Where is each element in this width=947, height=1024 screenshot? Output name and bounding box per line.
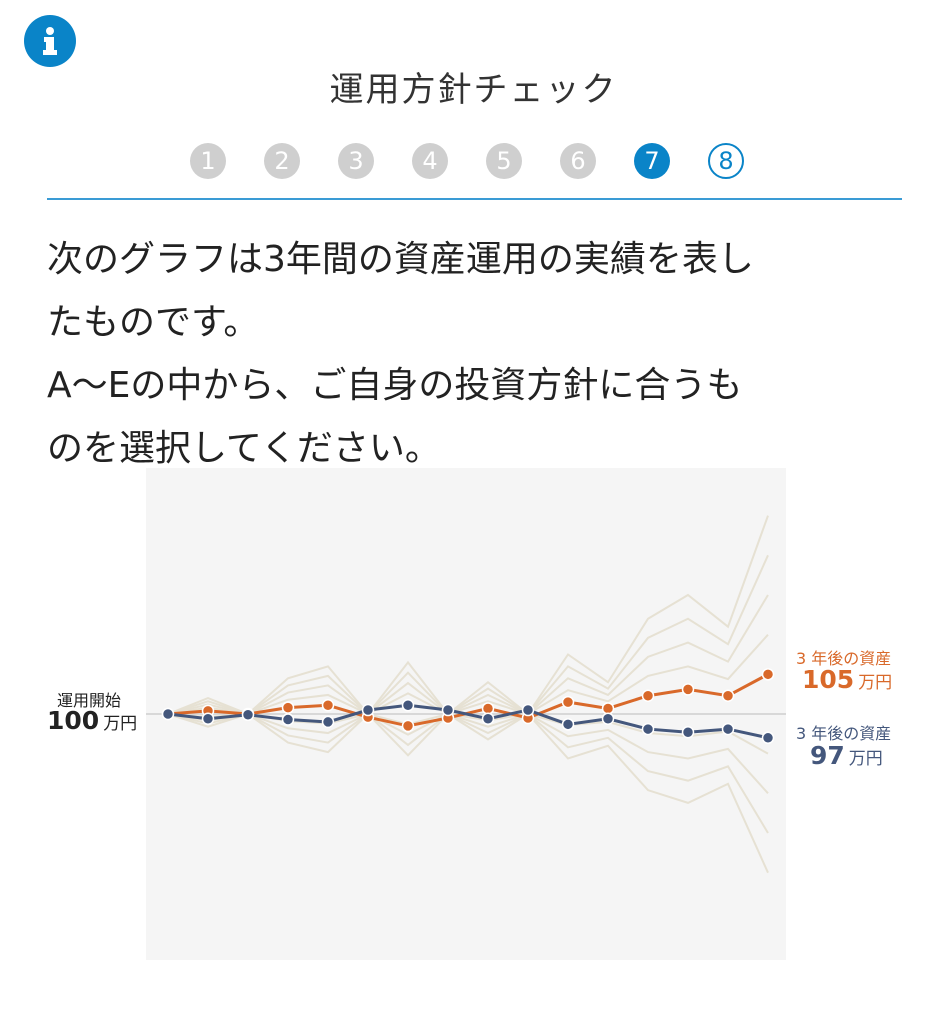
data-point [321,715,335,729]
data-point [481,712,495,726]
orange-end-caption: 3 年後の資産 [796,649,892,668]
start-unit: 万円 [103,714,138,734]
start-amount: 100 [47,706,100,735]
chart-area [146,468,786,960]
question-line: A〜Eの中から、ご自身の投資方針に合うも [47,365,743,406]
performance-chart [146,515,786,874]
blue-end-caption: 3 年後の資産 [796,724,892,743]
data-point [601,702,615,715]
page-title: 運用方針チェック [329,70,618,110]
background-line [167,712,769,834]
data-point [281,713,295,726]
orange-end-value: 105 万円 [802,665,892,694]
data-point [681,726,695,739]
data-point [441,703,455,717]
data-point [761,731,775,745]
data-point [401,719,415,733]
data-point [361,703,375,717]
start-value: 100 万円 [47,706,137,735]
step-4[interactable]: 4 [412,143,448,179]
data-point [281,701,295,714]
background-line [167,633,769,716]
start-caption: 運用開始 [57,691,122,710]
background-line [167,712,769,874]
data-point [321,699,335,712]
question-text: 次のグラフは3年間の資産運用の実績を表し たものです。 A〜Eの中から、ご自身の… [47,228,754,480]
data-point [721,689,735,702]
background-line [167,515,769,716]
data-point [641,689,655,702]
background-line [167,554,769,716]
info-button[interactable] [24,15,76,67]
orange-end-amount: 105 [802,665,855,694]
data-point [721,722,735,736]
data-point [241,708,255,722]
background-line [167,712,769,795]
step-indicator: 1 2 3 4 5 6 7 8 [190,143,782,179]
data-point [561,718,575,731]
question-line: 次のグラフは3年間の資産運用の実績を表し [47,239,754,280]
data-point [681,683,695,696]
step-5[interactable]: 5 [486,143,522,179]
step-8[interactable]: 8 [708,143,744,179]
blue-end-value: 97 万円 [810,741,883,770]
blue-end-amount: 97 [810,741,845,770]
data-point [641,722,655,736]
data-point [481,702,495,715]
step-6[interactable]: 6 [560,143,596,179]
data-point [401,699,415,712]
data-point [761,668,775,681]
question-line: のを選択してください。 [47,428,441,469]
divider [47,198,902,200]
blue-end-unit: 万円 [848,749,883,769]
orange-end-unit: 万円 [858,673,893,693]
data-point [521,703,535,717]
data-point [601,712,615,726]
series-line-1 [167,703,769,740]
step-7[interactable]: 7 [634,143,670,179]
question-line: たものです。 [47,302,260,343]
data-point [201,712,215,726]
info-icon [43,27,57,55]
step-3[interactable]: 3 [338,143,374,179]
step-1[interactable]: 1 [190,143,226,179]
background-line [167,594,769,716]
step-2[interactable]: 2 [264,143,300,179]
data-point [161,707,175,721]
data-point [561,695,575,709]
